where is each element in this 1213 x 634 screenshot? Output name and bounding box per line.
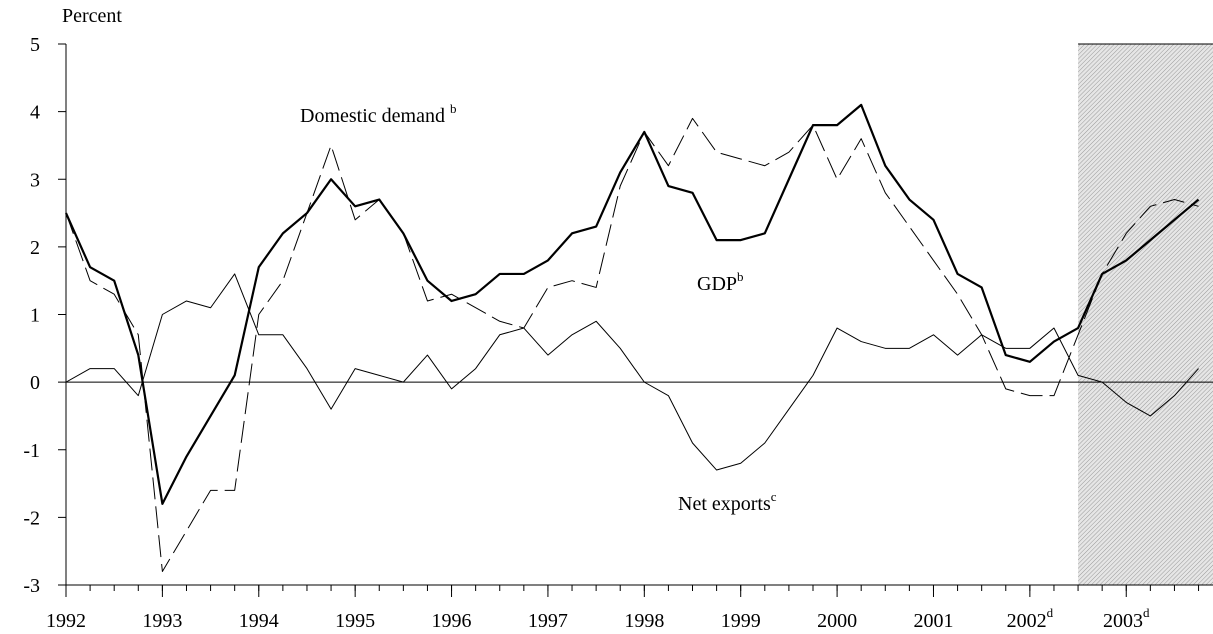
x-tick-label: 1996 xyxy=(432,610,472,632)
series-label: GDPb xyxy=(697,269,744,295)
x-tick-text: 1992 xyxy=(46,610,86,632)
x-tick-superscript: d xyxy=(1047,605,1054,620)
series-name: Net exports xyxy=(678,493,771,515)
x-tick-label: 1994 xyxy=(239,610,279,632)
series-line xyxy=(65,273,1199,471)
x-tick-label: 1995 xyxy=(335,610,375,632)
forecast-shade xyxy=(1078,44,1213,585)
y-tick-label: -1 xyxy=(23,440,40,462)
y-tick-label: 2 xyxy=(30,237,40,259)
x-tick-text: 1993 xyxy=(142,610,182,632)
x-tick-text: 2000 xyxy=(817,610,857,632)
x-tick-superscript: d xyxy=(1143,605,1150,620)
series-name: GDP xyxy=(697,273,737,295)
y-tick-label: 0 xyxy=(30,372,40,394)
y-axis-label: Percent xyxy=(62,5,122,27)
series-name: Domestic demand xyxy=(300,105,445,127)
x-tick-text: 1997 xyxy=(528,610,568,632)
x-tick-text: 1999 xyxy=(721,610,761,632)
y-tick-label: 5 xyxy=(30,34,40,56)
x-tick-label: 1993 xyxy=(142,610,182,632)
x-tick-text: 2003 xyxy=(1103,610,1143,632)
x-tick-text: 2002 xyxy=(1007,610,1047,632)
series-superscript: b xyxy=(737,269,744,284)
series-superscript: b xyxy=(450,101,457,116)
series-label: Domestic demand b xyxy=(300,101,456,127)
y-tick-label: -3 xyxy=(23,575,40,597)
x-tick-text: 1996 xyxy=(432,610,472,632)
x-tick-label: 2003d xyxy=(1103,605,1150,632)
y-tick-label: 4 xyxy=(30,102,40,124)
y-tick-label: -2 xyxy=(23,507,40,529)
x-tick-label: 1999 xyxy=(721,610,761,632)
x-tick-text: 1995 xyxy=(335,610,375,632)
x-tick-text: 1994 xyxy=(239,610,279,632)
series-superscript: c xyxy=(771,489,777,504)
series-label: Net exportsc xyxy=(678,489,777,515)
y-tick-label: 1 xyxy=(30,305,40,327)
y-tick-label: 3 xyxy=(30,169,40,191)
x-tick-label: 2002d xyxy=(1007,605,1054,632)
x-tick-label: 2000 xyxy=(817,610,857,632)
series-line xyxy=(64,103,1200,505)
x-tick-label: 1992 xyxy=(46,610,86,632)
x-tick-text: 2001 xyxy=(913,610,953,632)
x-tick-label: 1997 xyxy=(528,610,568,632)
x-tick-text: 1998 xyxy=(624,610,664,632)
series-line xyxy=(65,117,1199,572)
x-tick-label: 1998 xyxy=(624,610,664,632)
x-tick-label: 2001 xyxy=(913,610,953,632)
